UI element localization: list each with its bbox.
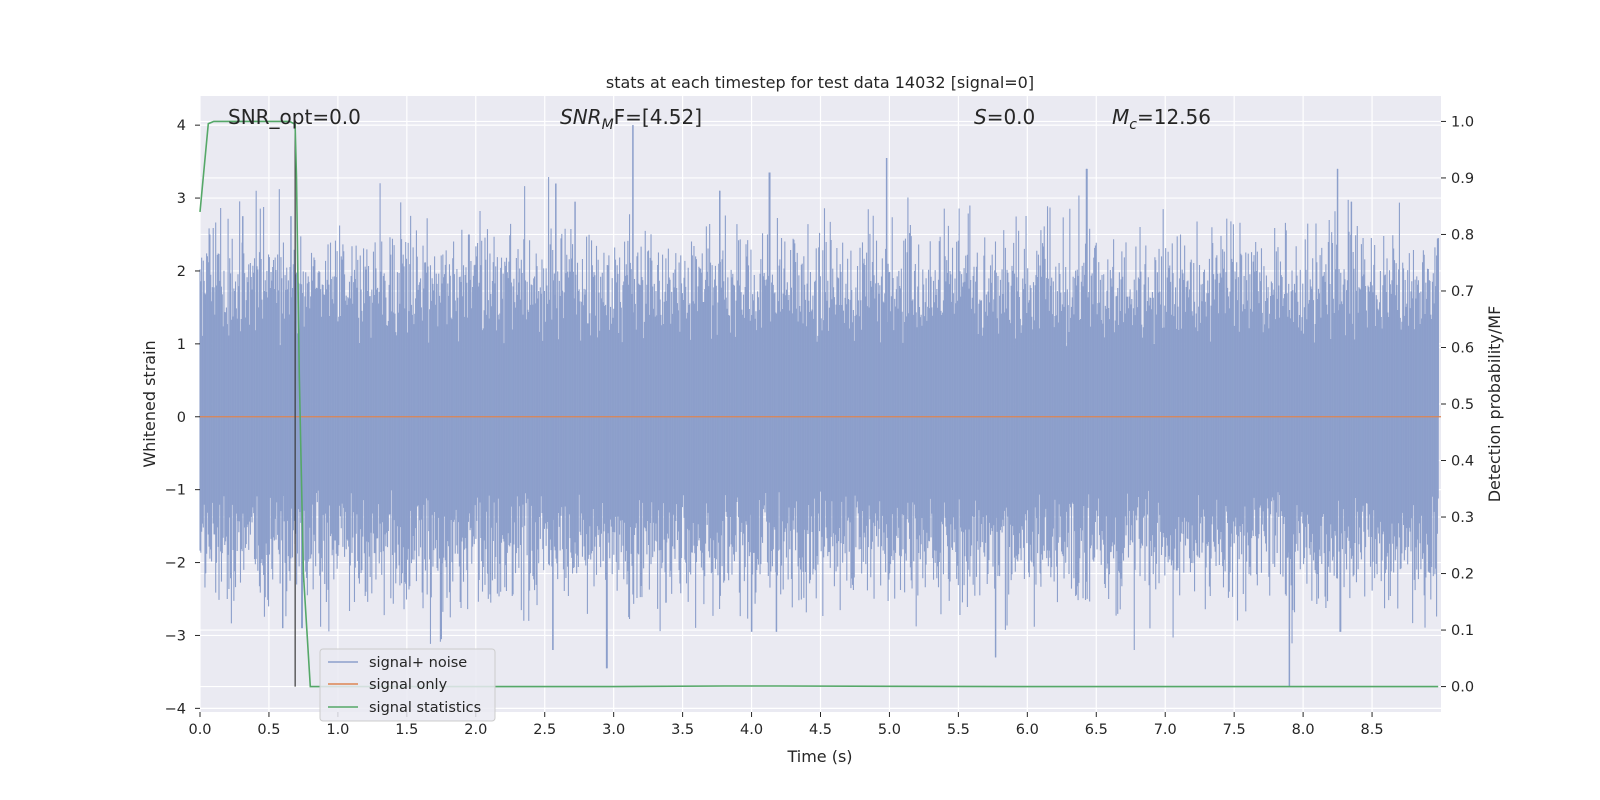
x-tick-label-9: 4.5 xyxy=(809,722,832,738)
y2-tick-label-9: 0.1 xyxy=(1451,623,1474,639)
y2-axis-ticks: 1.0 0.9 0.8 0.7 0.6 0.5 0.4 0.3 0.2 0.1 0.0 xyxy=(1441,114,1474,696)
y-tick-label-4: 0 xyxy=(177,410,186,426)
x-tick-label-5: 2.5 xyxy=(533,722,556,738)
annotation-s-var: S xyxy=(974,105,987,129)
x-tick-label-11: 5.5 xyxy=(947,722,970,738)
y2-tick-label-0: 1.0 xyxy=(1451,114,1474,130)
chart-title: stats at each timestep for test data 140… xyxy=(606,73,1034,92)
x-tick-label-2: 1.0 xyxy=(326,722,349,738)
x-tick-label-17: 8.5 xyxy=(1361,722,1384,738)
y-tick-label-5: −1 xyxy=(165,483,186,499)
signal-statistics-line xyxy=(199,120,1439,688)
legend-label-signal-only: signal only xyxy=(369,677,448,693)
legend: signal+ noise signal only signal statist… xyxy=(319,648,496,722)
annotation-s: S=0.0 xyxy=(974,105,1035,129)
annotation-mc-sub: c xyxy=(1129,117,1137,133)
y2-tick-label-5: 0.5 xyxy=(1451,397,1474,413)
x-tick-label-14: 7.0 xyxy=(1154,722,1177,738)
x-axis-ticks: 0.0 0.5 1.0 1.5 2.0 2.5 3.0 3.5 4.0 4.5 5.0 5.5 6.0 6… xyxy=(188,712,1384,738)
y2-tick-label-6: 0.4 xyxy=(1451,454,1474,470)
y2-tick-label-4: 0.6 xyxy=(1451,340,1474,356)
y2-tick-label-8: 0.2 xyxy=(1451,567,1474,583)
annotation-snr-opt: SNR_opt=0.0 xyxy=(228,105,361,129)
x-tick-label-6: 3.0 xyxy=(602,722,625,738)
x-axis-label: Time (s) xyxy=(786,747,852,766)
annotation-snr-mf-rest: F=[4.52] xyxy=(614,105,702,129)
annotation-mc-rest: =12.56 xyxy=(1137,105,1211,129)
x-tick-label-3: 1.5 xyxy=(395,722,418,738)
y2-axis-label: Detection probability/MF xyxy=(1485,306,1504,503)
y-axis-label: Whitened strain xyxy=(140,340,159,467)
x-tick-label-7: 3.5 xyxy=(671,722,694,738)
annotation-mc-var: M xyxy=(1112,105,1129,129)
y-tick-label-6: −2 xyxy=(165,556,186,572)
legend-label-signal-plus-noise: signal+ noise xyxy=(369,655,467,671)
x-tick-label-0: 0.0 xyxy=(188,722,211,738)
y2-tick-label-3: 0.7 xyxy=(1451,284,1474,300)
y-tick-label-7: −3 xyxy=(165,628,186,644)
annotation-snr-mf-main: SNR xyxy=(560,105,602,129)
annotation-mc: Mc=12.56 xyxy=(1112,105,1211,133)
y-tick-label-0: 4 xyxy=(177,118,186,134)
legend-box xyxy=(319,648,496,722)
annotation-snr-mf-sub: M xyxy=(602,117,614,133)
x-tick-label-4: 2.0 xyxy=(464,722,487,738)
legend-label-signal-statistics: signal statistics xyxy=(369,700,481,716)
x-tick-label-1: 0.5 xyxy=(257,722,280,738)
y-tick-label-3: 1 xyxy=(177,337,186,353)
series-signal-plus-noise xyxy=(199,125,1439,687)
y-axis-ticks: 4 3 2 1 0 −1 −2 −3 −4 xyxy=(165,118,200,717)
x-tick-label-15: 7.5 xyxy=(1223,722,1246,738)
x-tick-label-10: 5.0 xyxy=(878,722,901,738)
annotation-s-rest: =0.0 xyxy=(987,105,1036,129)
x-tick-label-12: 6.0 xyxy=(1016,722,1039,738)
y2-tick-label-10: 0.0 xyxy=(1451,680,1474,696)
y-tick-label-1: 3 xyxy=(177,191,186,207)
y-tick-label-2: 2 xyxy=(177,264,186,280)
x-tick-label-16: 8.0 xyxy=(1292,722,1315,738)
y2-tick-label-7: 0.3 xyxy=(1451,510,1474,526)
y2-tick-label-1: 0.9 xyxy=(1451,171,1474,187)
annotation-snr-mf: SNRMF=[4.52] xyxy=(560,105,702,133)
series-signal-statistics xyxy=(199,120,1439,688)
x-tick-label-8: 4.0 xyxy=(740,722,763,738)
x-tick-label-13: 6.5 xyxy=(1085,722,1108,738)
y2-tick-label-2: 0.8 xyxy=(1451,227,1474,243)
y-tick-label-8: −4 xyxy=(165,701,186,717)
